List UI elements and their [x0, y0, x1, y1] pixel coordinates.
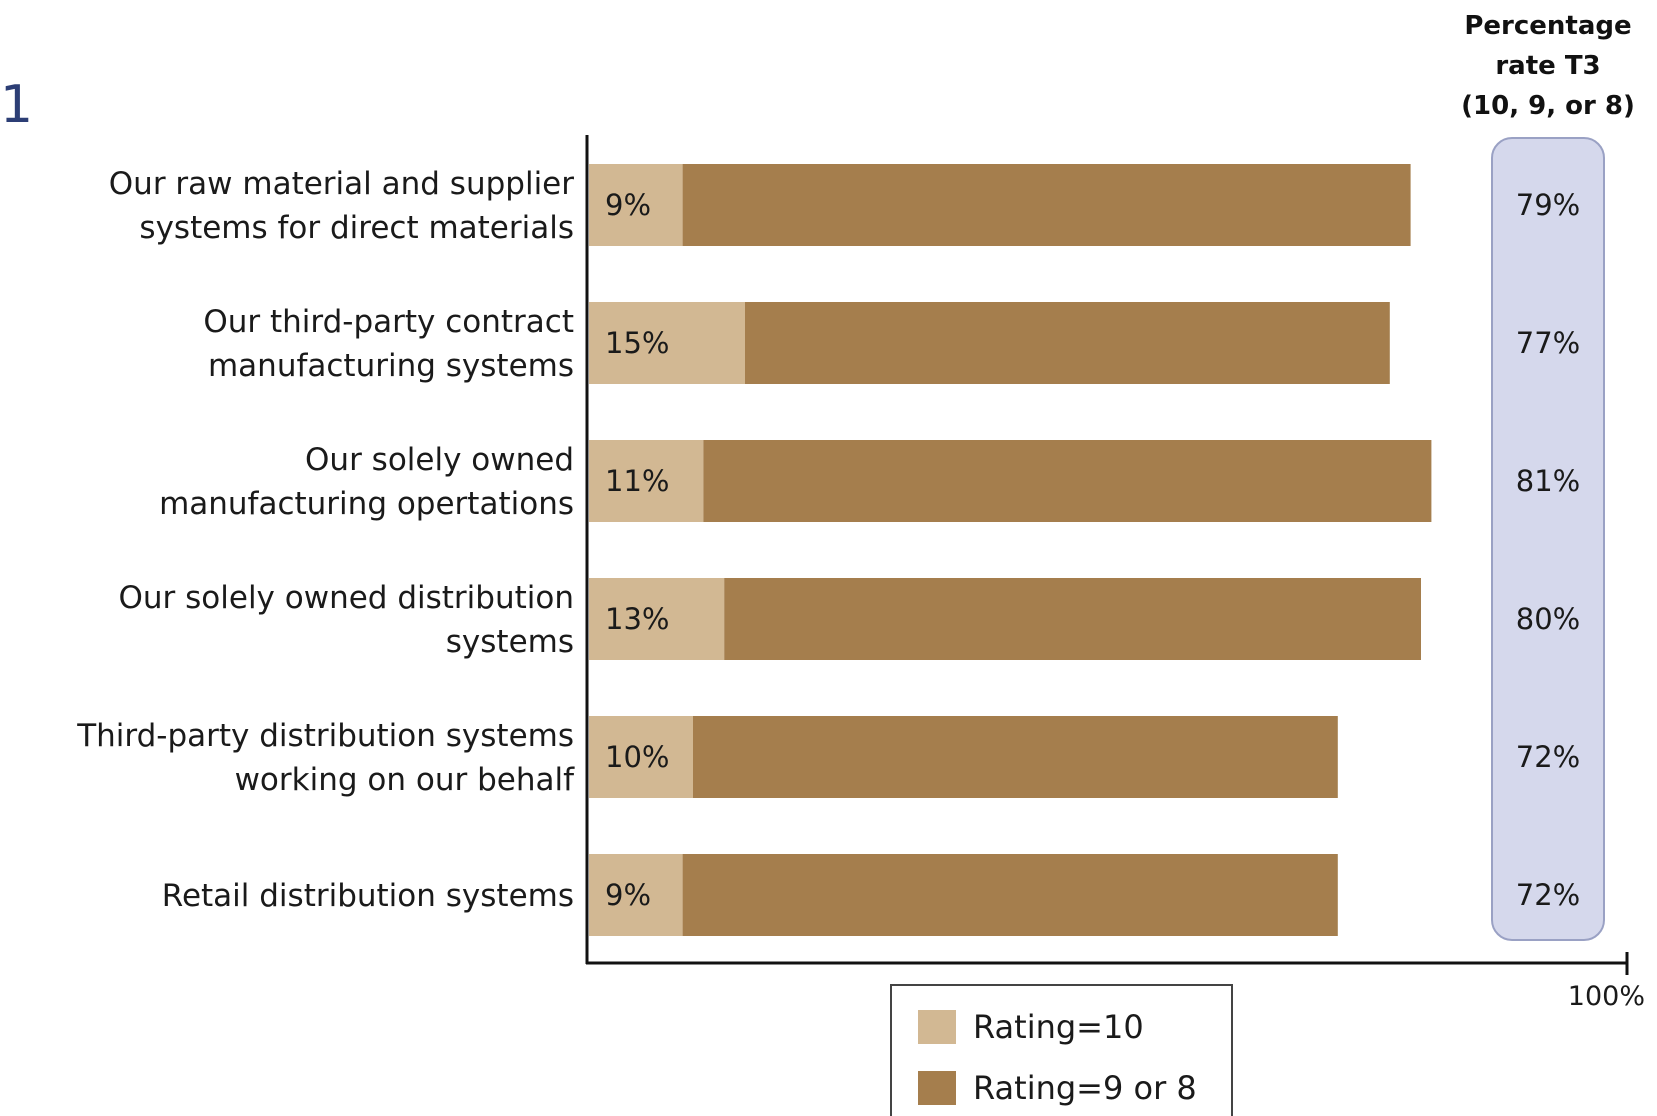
- t3-value-label: 72%: [1516, 740, 1580, 774]
- t3-header-line-1: Percentage: [1464, 11, 1631, 41]
- legend-label-rating10: Rating=10: [973, 1008, 1144, 1046]
- legend-label-rating98: Rating=9 or 8: [973, 1069, 1197, 1107]
- t3-value-label: 72%: [1516, 878, 1580, 912]
- category-label: Third-party distribution systems: [76, 718, 574, 754]
- bar-rating10: [589, 302, 745, 384]
- category-labels-group: Our raw material and supplier systems for…: [76, 166, 575, 914]
- bar-rating10: [589, 164, 683, 246]
- legend-swatch-rating98: [918, 1071, 956, 1105]
- category-label: Our raw material and supplier: [109, 166, 574, 202]
- bar-rating9-or-8: [745, 302, 1390, 384]
- category-label: Retail distribution systems: [162, 878, 574, 914]
- t3-value-label: 79%: [1516, 188, 1580, 222]
- category-label: systems for direct materials: [139, 210, 574, 246]
- t3-value-label: 77%: [1516, 326, 1580, 360]
- t3-panel: [1491, 137, 1605, 941]
- category-label: Our solely owned: [305, 442, 574, 478]
- bar-rating10-value-label: 11%: [605, 464, 669, 498]
- t3-header-line-3: (10, 9, or 8): [1461, 91, 1635, 121]
- bars-group: 9% 15% 11% 13% 10% 9%: [589, 164, 1432, 936]
- t3-header: Percentage rate T3 (10, 9, or 8): [1461, 11, 1635, 121]
- category-label: Our solely owned distribution: [119, 580, 575, 616]
- category-label: systems: [446, 624, 574, 660]
- bar-rating9-or-8: [682, 854, 1338, 936]
- bar-rating10: [589, 716, 693, 798]
- x-axis-end-label: 100%: [1568, 981, 1645, 1012]
- legend-swatch-rating10: [918, 1010, 956, 1044]
- t3-header-line-2: rate T3: [1495, 51, 1600, 81]
- bar-rating9-or-8: [693, 716, 1338, 798]
- t3-values-group: 79% 77% 81% 80% 72% 72%: [1516, 188, 1580, 912]
- t3-value-label: 80%: [1516, 602, 1580, 636]
- category-label: working on our behalf: [235, 762, 575, 798]
- category-label: manufacturing opertations: [159, 486, 574, 522]
- corner-glyph: 1: [0, 75, 33, 135]
- bar-rating10-value-label: 9%: [605, 188, 651, 222]
- bar-rating10-value-label: 10%: [605, 740, 669, 774]
- bar-rating9-or-8: [682, 164, 1411, 246]
- bar-rating10: [589, 854, 683, 936]
- bar-rating9-or-8: [703, 440, 1432, 522]
- legend: Rating=10 Rating=9 or 8: [890, 984, 1233, 1116]
- bar-rating10: [589, 578, 725, 660]
- bar-rating10: [589, 440, 704, 522]
- bar-rating9-or-8: [724, 578, 1421, 660]
- category-label: manufacturing systems: [208, 348, 574, 384]
- category-label: Our third-party contract: [203, 304, 574, 340]
- t3-value-label: 81%: [1516, 464, 1580, 498]
- bar-rating10-value-label: 9%: [605, 878, 651, 912]
- bar-rating10-value-label: 15%: [605, 326, 669, 360]
- bar-rating10-value-label: 13%: [605, 602, 669, 636]
